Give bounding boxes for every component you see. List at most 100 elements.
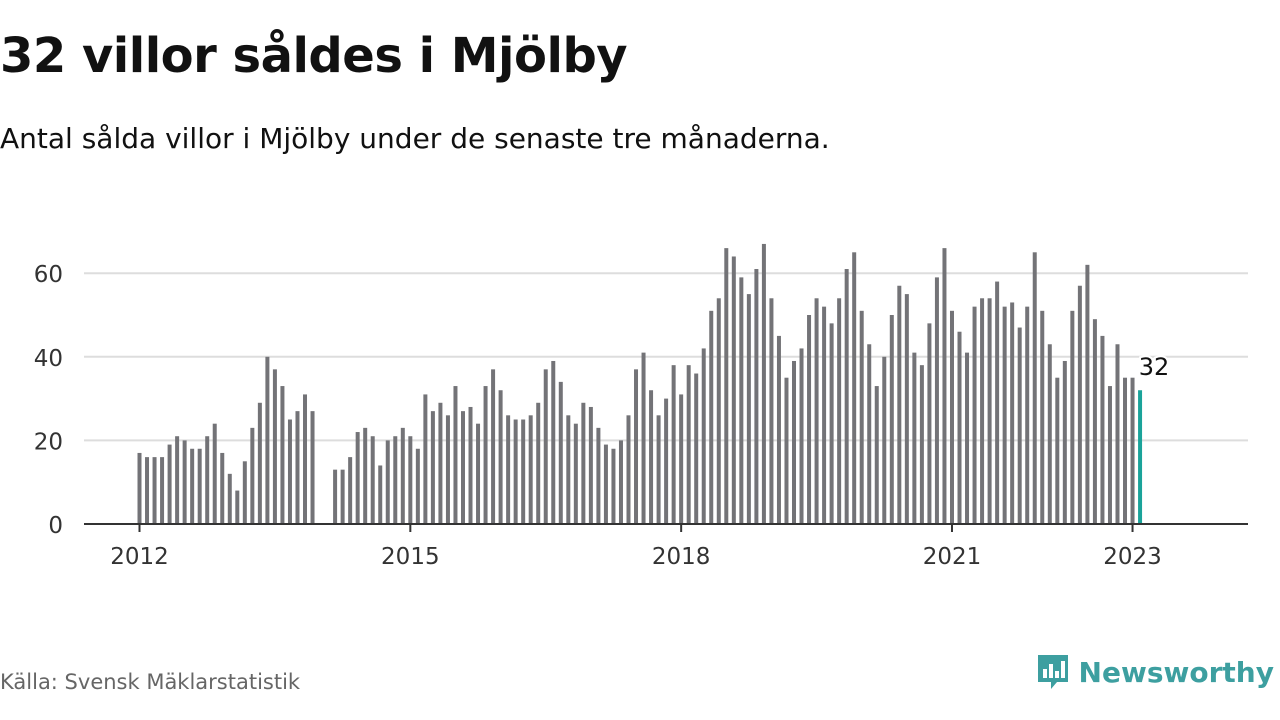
newsworthy-logo[interactable]: Newsworthy [1035, 652, 1274, 692]
bar [889, 315, 894, 524]
bar [573, 423, 578, 524]
bar [919, 365, 924, 524]
bar [829, 323, 834, 524]
y-tick-label: 0 [48, 513, 63, 539]
x-tick-label: 2018 [652, 544, 711, 570]
bar [942, 248, 947, 524]
bar [897, 285, 902, 524]
bar [874, 386, 879, 524]
bar [980, 298, 985, 524]
bar [167, 444, 172, 524]
bar [536, 402, 541, 524]
bar [145, 457, 150, 524]
bar [1107, 386, 1112, 524]
bar [528, 415, 533, 524]
bar [430, 411, 435, 524]
x-tick-label: 2021 [923, 544, 982, 570]
bar [807, 315, 812, 524]
bar [272, 369, 277, 524]
bar [438, 402, 443, 524]
bar [498, 390, 503, 524]
bar [761, 243, 766, 524]
bar [792, 360, 797, 524]
bar [596, 427, 601, 524]
bar [776, 335, 781, 524]
bar [859, 310, 864, 524]
bar [445, 415, 450, 524]
bar [957, 331, 962, 524]
bar [588, 406, 593, 524]
bar [754, 269, 759, 524]
bar [731, 256, 736, 524]
bar [799, 348, 804, 524]
bar [867, 344, 872, 524]
bar [558, 381, 563, 524]
y-tick-label: 60 [34, 262, 63, 288]
bar [190, 448, 195, 524]
bar [521, 419, 526, 524]
bar [739, 277, 744, 524]
bar [611, 448, 616, 524]
data-label: 32 [1139, 353, 1170, 381]
bar [746, 294, 751, 524]
bar [393, 436, 398, 524]
x-tick-label: 2015 [381, 544, 440, 570]
bar [1092, 319, 1097, 524]
bar [694, 373, 699, 524]
bar [656, 415, 661, 524]
bar [1055, 377, 1060, 524]
bar [160, 457, 165, 524]
bar [310, 411, 315, 524]
bar [197, 448, 202, 524]
bar [784, 377, 789, 524]
bar [363, 427, 368, 524]
bar [182, 440, 187, 524]
bar [303, 394, 308, 524]
bar [513, 419, 518, 524]
bar [476, 423, 481, 524]
bar [671, 365, 676, 524]
bar [265, 356, 270, 524]
bar [844, 269, 849, 524]
y-tick-label: 20 [34, 429, 63, 455]
bar [551, 360, 556, 524]
bar [664, 398, 669, 524]
bar [679, 394, 684, 524]
bar [995, 281, 1000, 524]
bar [152, 457, 157, 524]
bar [235, 490, 240, 524]
bar [468, 406, 473, 524]
chart-subtitle: Antal sålda villor i Mjölby under de sen… [0, 122, 830, 155]
bar [1123, 377, 1128, 524]
bar [769, 298, 774, 524]
bar [175, 436, 180, 524]
highlight-bar [1138, 390, 1143, 524]
bar [212, 423, 217, 524]
bar-chart-logo-icon [1037, 655, 1068, 689]
bar [370, 436, 375, 524]
bar [242, 461, 247, 524]
bar [1085, 264, 1090, 524]
bar [423, 394, 428, 524]
bar [385, 440, 390, 524]
bar [716, 298, 721, 524]
x-tick-label: 2012 [110, 544, 169, 570]
bar [506, 415, 511, 524]
bar [1115, 344, 1120, 524]
bar [483, 386, 488, 524]
bar [348, 457, 353, 524]
bar [1077, 285, 1082, 524]
bar [543, 369, 548, 524]
bar [250, 427, 255, 524]
bar [934, 277, 939, 524]
source-credit: Källa: Svensk Mäklarstatistik [0, 670, 301, 694]
bar [378, 465, 383, 524]
bar [965, 352, 970, 524]
bar [972, 306, 977, 524]
bar [1025, 306, 1030, 524]
bar [1002, 306, 1007, 524]
bar [724, 248, 729, 524]
bar [333, 469, 338, 524]
bar [987, 298, 992, 524]
bar [1062, 360, 1067, 524]
